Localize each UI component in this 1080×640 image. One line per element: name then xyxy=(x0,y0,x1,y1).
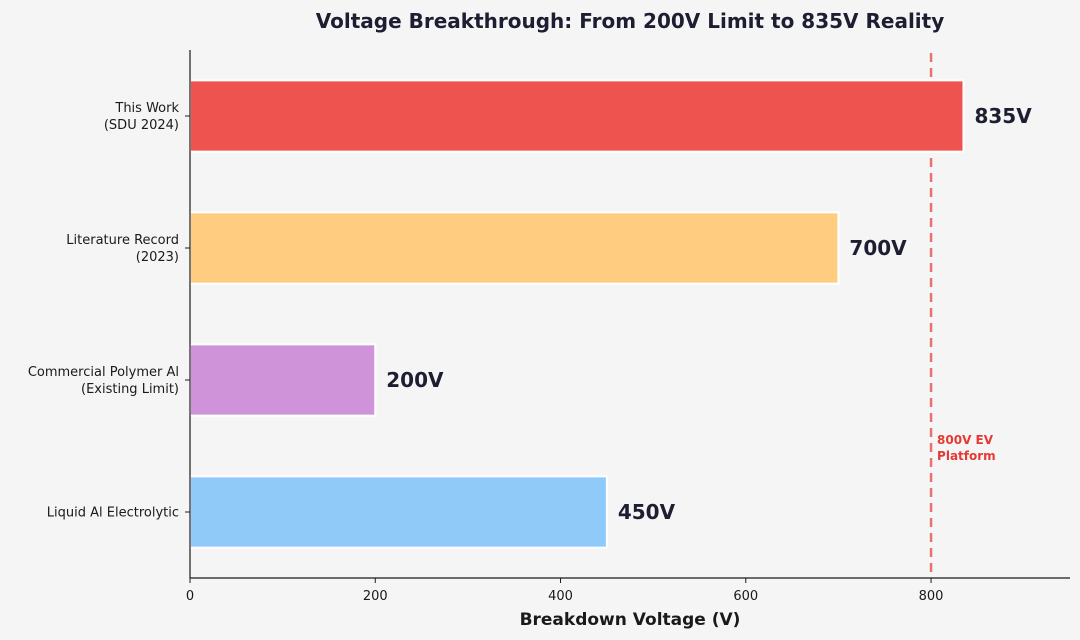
bar-value-label: 700V xyxy=(849,236,907,260)
bar xyxy=(189,211,840,285)
category-label: Literature Record (2023) xyxy=(66,233,179,265)
category-label-line: Literature Record xyxy=(66,233,179,248)
category-label-line: Liquid Al Electrolytic xyxy=(47,506,179,521)
labels-layer: 835V This Work (SDU 2024) 700V Literature Re… xyxy=(28,101,1032,524)
reference-line-label-line: Platform xyxy=(937,449,996,463)
bar xyxy=(189,343,377,417)
category-label: Liquid Al Electrolytic xyxy=(47,506,179,521)
reference-line-label: 800V EV Platform xyxy=(937,433,996,463)
category-label: Commercial Polymer Al (Existing Limit) xyxy=(28,365,179,397)
bar-value-label: 450V xyxy=(618,500,676,524)
reference-line-label-line: 800V EV xyxy=(937,433,994,447)
x-tick-label: 400 xyxy=(548,589,573,604)
bar-value-label: 835V xyxy=(974,104,1032,128)
bar-value-label: 200V xyxy=(386,368,444,392)
axes-layer: 0 200 400 600 800 xyxy=(185,50,1070,604)
reference-layer: 800V EV Platform xyxy=(929,53,996,578)
category-label-line: (2023) xyxy=(136,250,179,265)
category-label-line: Commercial Polymer Al xyxy=(28,365,179,380)
category-label-line: This Work xyxy=(114,101,179,116)
x-tick-label: 0 xyxy=(186,589,194,604)
category-label-line: (Existing Limit) xyxy=(81,382,179,397)
x-axis-label: Breakdown Voltage (V) xyxy=(520,610,741,630)
category-label-line: (SDU 2024) xyxy=(104,118,179,133)
x-tick-label: 200 xyxy=(363,589,388,604)
bars-layer xyxy=(189,79,965,549)
bar xyxy=(189,475,608,549)
bar xyxy=(189,79,965,153)
chart-title: Voltage Breakthrough: From 200V Limit to… xyxy=(316,9,945,33)
x-tick-label: 600 xyxy=(733,589,758,604)
x-tick-label: 800 xyxy=(919,589,944,604)
category-label: This Work (SDU 2024) xyxy=(104,101,180,133)
